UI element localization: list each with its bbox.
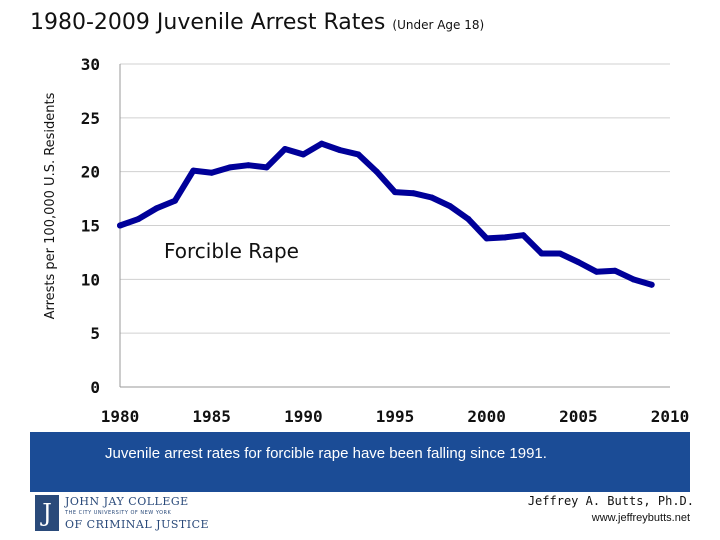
y-tick-label: 15 <box>81 217 100 236</box>
y-tick-label: 20 <box>81 163 100 182</box>
caption-bar: Juvenile arrest rates for forcible rape … <box>30 432 690 492</box>
data-point <box>337 147 343 154</box>
data-point <box>593 268 600 275</box>
data-point <box>447 203 453 210</box>
data-point <box>520 232 527 239</box>
author-name: Jeffrey A. Butts, Ph.D. <box>527 494 694 508</box>
data-point <box>428 194 435 201</box>
data-point <box>557 250 563 257</box>
data-point <box>410 190 417 197</box>
data-point <box>208 169 215 176</box>
y-tick-label: 10 <box>81 270 100 289</box>
logo-seal: J <box>35 495 59 531</box>
data-point <box>630 276 637 283</box>
y-tick-labels: 0 5 10 15 20 25 30 <box>81 55 100 397</box>
x-tick-label: 1980 <box>101 407 140 426</box>
x-tick-label: 1985 <box>192 407 231 426</box>
data-point <box>318 140 325 147</box>
series-line <box>117 140 655 288</box>
data-point <box>392 189 398 196</box>
data-point <box>483 235 490 242</box>
chart-subtitle: (Under Age 18) <box>392 18 485 32</box>
data-point <box>135 216 142 223</box>
college-logo: J JOHN JAY COLLEGE THE CITY UNIVERSITY O… <box>31 493 209 535</box>
chart-title-main: 1980-2009 Juvenile Arrest Rates <box>30 10 386 35</box>
gridlines <box>120 63 670 334</box>
data-point <box>465 216 472 223</box>
x-tick-label: 2000 <box>467 407 506 426</box>
data-point <box>263 164 270 171</box>
x-tick-label: 2005 <box>559 407 598 426</box>
x-tick-labels: 1980 1985 1990 1995 2000 2005 2010 <box>101 407 690 426</box>
logo-line-3: OF CRIMINAL JUSTICE <box>65 518 210 531</box>
data-point <box>648 281 655 288</box>
data-point <box>172 197 178 204</box>
data-point <box>502 234 508 241</box>
data-point <box>282 146 288 153</box>
line-chart: 0 5 10 15 20 25 30 1980 1985 1990 1995 2000 2005 201… <box>43 55 690 426</box>
data-point <box>300 151 307 158</box>
data-point <box>227 164 233 171</box>
data-point <box>355 151 362 158</box>
data-point <box>575 259 582 266</box>
data-point <box>538 250 545 257</box>
data-point <box>117 222 123 229</box>
y-tick-label: 0 <box>90 378 100 397</box>
y-axis-label: Arrests per 100,000 U.S. Residents <box>43 92 58 319</box>
caption-text: Juvenile arrest rates for forcible rape … <box>105 445 547 462</box>
series-annotation: Forcible Rape <box>164 239 299 263</box>
x-tick-label: 2010 <box>651 407 690 426</box>
data-point <box>153 205 160 212</box>
y-tick-label: 5 <box>90 324 100 343</box>
chart-title: 1980-2009 Juvenile Arrest Rates (Under A… <box>30 10 484 35</box>
x-tick-label: 1995 <box>376 407 415 426</box>
data-point <box>612 267 618 274</box>
x-tick-label: 1990 <box>284 407 323 426</box>
author-website: www.jeffreybutts.net <box>591 512 690 524</box>
data-point <box>190 167 197 174</box>
y-tick-label: 25 <box>81 109 100 128</box>
logo-line-2: THE CITY UNIVERSITY OF NEW YORK <box>65 510 172 516</box>
series-layer <box>117 140 655 288</box>
y-tick-label: 30 <box>81 55 100 74</box>
logo-line-1: JOHN JAY COLLEGE <box>65 495 189 508</box>
data-point <box>373 168 380 175</box>
data-point <box>245 162 252 169</box>
